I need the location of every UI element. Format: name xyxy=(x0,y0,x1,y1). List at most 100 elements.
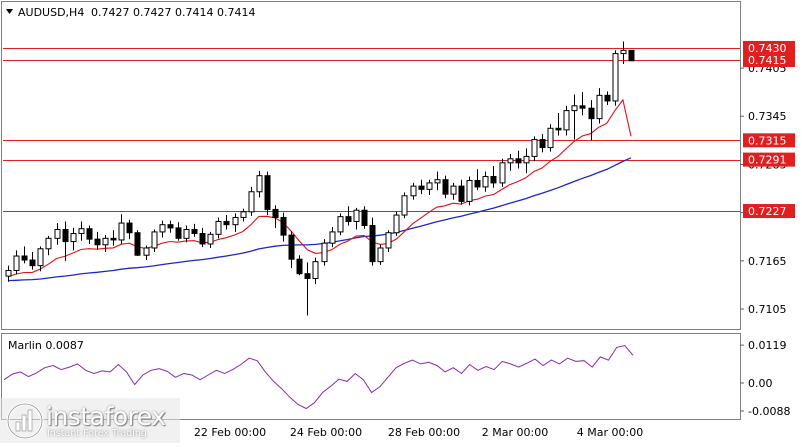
candle-body xyxy=(555,127,562,131)
candle-body xyxy=(499,162,506,184)
candle-body xyxy=(329,231,336,244)
candle-body xyxy=(612,53,619,102)
candle-body xyxy=(410,185,417,197)
instaforex-logo-icon xyxy=(6,402,44,440)
candle-body xyxy=(418,185,425,190)
ma-slow-line xyxy=(7,157,632,282)
candle-body xyxy=(248,191,255,213)
level-label-box xyxy=(743,53,795,67)
candle-body xyxy=(369,224,376,263)
candle-body xyxy=(199,233,206,245)
level-label: 0.7415 xyxy=(748,54,787,67)
x-tick-label: 22 Feb 00:00 xyxy=(194,426,266,439)
candle-body xyxy=(458,185,465,202)
axes-layer: 0.74050.73450.72850.72250.71650.71050.74… xyxy=(194,40,795,439)
candle-body xyxy=(296,258,303,275)
chart-title: AUDUSD,H4 xyxy=(18,6,84,19)
candle-body xyxy=(377,247,384,263)
candle-body xyxy=(515,158,522,164)
y-tick-label: 0.7165 xyxy=(748,255,787,268)
candle-body xyxy=(321,242,328,263)
level-label-box xyxy=(743,152,795,167)
candle-body xyxy=(442,179,449,195)
candle-body xyxy=(628,49,635,62)
candle-body xyxy=(78,228,85,235)
candle-body xyxy=(604,94,611,102)
x-tick-label: 24 Feb 00:00 xyxy=(290,426,362,439)
candle-body xyxy=(531,139,538,157)
candle-body xyxy=(482,175,489,188)
candle-body xyxy=(304,273,311,280)
candle-body xyxy=(337,216,344,233)
candle-body xyxy=(539,139,546,149)
candle-body xyxy=(361,209,368,226)
candle-body xyxy=(466,180,473,202)
candle-body xyxy=(620,49,627,55)
candle-body xyxy=(151,231,158,249)
candle-body xyxy=(280,216,287,236)
candle-body xyxy=(86,228,93,240)
moving-averages-layer xyxy=(7,98,632,282)
candle-body xyxy=(588,107,595,120)
candle-body xyxy=(523,155,530,164)
candle-body xyxy=(450,185,457,195)
chart-menu-triangle-icon[interactable] xyxy=(6,9,13,14)
x-tick-label: 2 Mar 00:00 xyxy=(482,426,548,439)
candle-body xyxy=(426,182,433,190)
y-tick-label: 0.7105 xyxy=(748,303,787,316)
candle-body xyxy=(191,229,198,235)
level-label: 0.7227 xyxy=(748,205,787,218)
candle-body xyxy=(102,237,109,246)
oscillator-layer xyxy=(3,344,634,410)
candle-body xyxy=(215,220,222,235)
candle-body xyxy=(21,255,28,261)
levels-layer xyxy=(3,48,740,212)
x-tick-label: 4 Mar 00:00 xyxy=(577,426,643,439)
candle-body xyxy=(345,216,352,222)
osc-tick-label: 0.0119 xyxy=(748,339,787,352)
indicator-label: Marlin 0.0087 xyxy=(8,339,84,352)
candle-body xyxy=(5,269,12,277)
candle-body xyxy=(70,233,77,243)
candle-body xyxy=(571,105,578,112)
candle-body xyxy=(232,216,239,226)
candle-body xyxy=(490,175,497,184)
candle-body xyxy=(207,233,214,245)
osc-tick-label: -0.0088 xyxy=(748,405,790,418)
candle-body xyxy=(256,175,263,193)
candle-body xyxy=(29,259,36,267)
level-label-box xyxy=(743,133,795,148)
level-label-box xyxy=(743,40,795,55)
candle-body xyxy=(547,127,554,149)
candle-body xyxy=(507,158,514,164)
candle-body xyxy=(110,237,117,241)
candle-body xyxy=(563,110,570,131)
level-label-box xyxy=(743,204,795,219)
candle-body xyxy=(272,208,279,218)
candle-body xyxy=(94,238,101,246)
candle-body xyxy=(159,224,166,233)
candle-body xyxy=(62,229,69,243)
candle-body xyxy=(223,220,230,226)
chart-quote: 0.7427 0.7427 0.7414 0.7414 xyxy=(91,6,255,19)
candle-body xyxy=(288,234,295,260)
candle-body xyxy=(264,175,271,210)
osc-tick-label: 0.00 xyxy=(748,377,773,390)
level-label: 0.7315 xyxy=(748,134,787,147)
instaforex-watermark: instaforex Instant Forex Trading xyxy=(0,398,180,443)
candle-body xyxy=(143,247,150,256)
candle-body xyxy=(596,94,603,120)
candle-body xyxy=(183,229,190,239)
candle-body xyxy=(385,232,392,249)
candle-body xyxy=(401,195,408,216)
watermark-brand: instaforex xyxy=(46,402,166,431)
candle-body xyxy=(54,229,61,239)
candle-body xyxy=(353,209,360,222)
candle-body xyxy=(312,261,319,280)
candle-body xyxy=(118,222,125,241)
ma-fast-line xyxy=(7,98,632,278)
level-label: 0.7430 xyxy=(748,42,787,55)
candle-body xyxy=(240,211,247,218)
